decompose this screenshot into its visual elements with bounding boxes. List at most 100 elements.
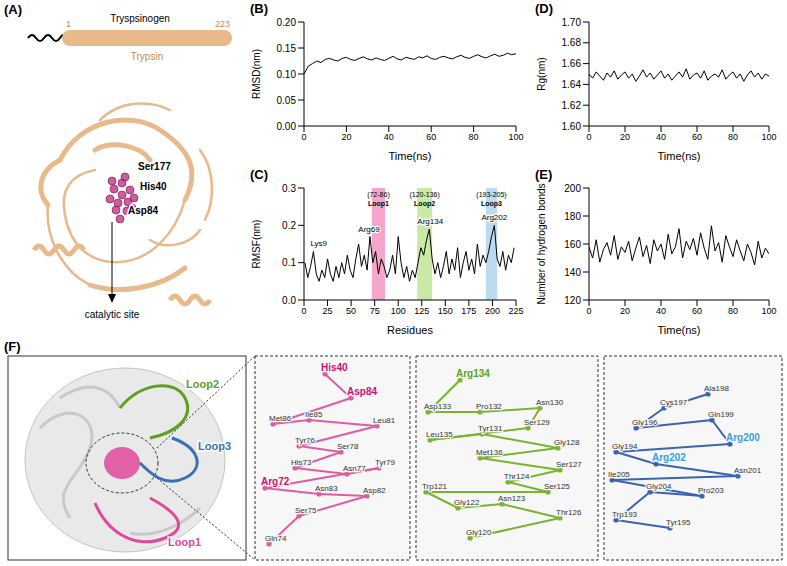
svg-text:Time(ns): Time(ns) [389, 150, 432, 162]
svg-text:Number of hydrogen bonds: Number of hydrogen bonds [536, 183, 547, 304]
svg-text:RMSF(nm): RMSF(nm) [251, 220, 262, 269]
svg-text:(120-136): (120-136) [409, 191, 439, 199]
svg-text:Tyr195: Tyr195 [666, 518, 691, 527]
svg-text:60: 60 [426, 132, 436, 142]
svg-text:120: 120 [564, 295, 581, 306]
svg-text:(F): (F) [4, 339, 21, 354]
svg-text:Asp84: Asp84 [128, 205, 158, 216]
svg-text:Arg202: Arg202 [652, 452, 686, 463]
svg-text:0.15: 0.15 [277, 43, 297, 54]
svg-text:40: 40 [384, 132, 394, 142]
svg-text:1.68: 1.68 [562, 37, 582, 48]
svg-text:Arg72: Arg72 [261, 476, 290, 487]
svg-text:1.62: 1.62 [562, 100, 582, 111]
svg-text:Cys197: Cys197 [660, 398, 688, 407]
svg-text:(193-205): (193-205) [476, 191, 506, 199]
svg-text:Gly194: Gly194 [612, 442, 638, 451]
svg-text:Asn83: Asn83 [315, 484, 338, 493]
svg-text:Ser75: Ser75 [295, 506, 317, 515]
svg-text:Gly120: Gly120 [466, 528, 492, 537]
svg-text:Lys9: Lys9 [310, 239, 327, 248]
svg-text:200: 200 [564, 183, 581, 194]
svg-text:140: 140 [564, 267, 581, 278]
svg-text:60: 60 [692, 132, 702, 142]
svg-text:Asp84: Asp84 [347, 386, 377, 397]
svg-text:75: 75 [370, 306, 380, 316]
svg-text:225: 225 [508, 306, 523, 316]
svg-text:Loop3: Loop3 [481, 200, 502, 208]
svg-text:0.00: 0.00 [277, 121, 297, 132]
svg-text:Time(ns): Time(ns) [658, 324, 701, 336]
svg-text:Met136: Met136 [476, 448, 503, 457]
svg-text:Asp133: Asp133 [424, 402, 452, 411]
svg-text:Gly204: Gly204 [646, 482, 672, 491]
svg-text:(72-86): (72-86) [367, 191, 390, 199]
svg-text:Ile205: Ile205 [608, 470, 630, 479]
svg-text:Tyr79: Tyr79 [375, 458, 396, 467]
svg-text:180: 180 [564, 211, 581, 222]
svg-text:Gln199: Gln199 [708, 410, 734, 419]
svg-text:0.1: 0.1 [282, 257, 296, 268]
svg-text:20: 20 [620, 132, 630, 142]
svg-text:25: 25 [323, 306, 333, 316]
svg-text:60: 60 [692, 306, 702, 316]
svg-text:Trp193: Trp193 [612, 510, 638, 519]
svg-text:223: 223 [215, 19, 230, 29]
svg-text:Trp121: Trp121 [422, 482, 448, 491]
svg-text:Residues: Residues [387, 324, 433, 336]
svg-text:0.10: 0.10 [277, 69, 297, 80]
svg-text:0: 0 [586, 132, 591, 142]
svg-text:100: 100 [508, 132, 523, 142]
svg-text:Asn201: Asn201 [734, 466, 762, 475]
svg-text:RMSD(nm): RMSD(nm) [251, 49, 262, 99]
svg-text:Ala198: Ala198 [704, 384, 729, 393]
svg-text:Gln74: Gln74 [265, 534, 287, 543]
svg-text:40: 40 [656, 132, 666, 142]
svg-text:Leu135: Leu135 [426, 430, 453, 439]
svg-text:20: 20 [620, 306, 630, 316]
svg-text:(A): (A) [4, 2, 22, 17]
svg-text:Leu81: Leu81 [373, 416, 396, 425]
svg-text:0: 0 [586, 306, 591, 316]
svg-text:Loop1: Loop1 [368, 200, 389, 208]
svg-text:20: 20 [341, 132, 351, 142]
svg-text:80: 80 [728, 306, 738, 316]
svg-text:Rg(nm): Rg(nm) [536, 57, 547, 90]
svg-text:175: 175 [461, 306, 476, 316]
svg-text:1.66: 1.66 [562, 58, 582, 69]
svg-text:Loop2: Loop2 [186, 378, 219, 390]
svg-text:His73: His73 [291, 458, 312, 467]
svg-text:1: 1 [66, 19, 71, 29]
svg-text:Ile85: Ile85 [305, 410, 323, 419]
svg-text:Gly196: Gly196 [632, 418, 658, 427]
svg-text:0: 0 [301, 306, 306, 316]
svg-text:125: 125 [414, 306, 429, 316]
svg-text:Arg202: Arg202 [481, 213, 507, 222]
svg-text:Tryspsinogen: Tryspsinogen [110, 13, 170, 24]
svg-text:Ser125: Ser125 [544, 482, 570, 491]
svg-text:80: 80 [728, 132, 738, 142]
svg-text:Loop1: Loop1 [168, 536, 201, 548]
svg-text:0.05: 0.05 [277, 95, 297, 106]
svg-text:200: 200 [485, 306, 500, 316]
svg-text:Arg69: Arg69 [358, 225, 380, 234]
svg-text:Time(ns): Time(ns) [658, 150, 701, 162]
svg-text:Arg134: Arg134 [417, 217, 443, 226]
svg-text:His40: His40 [321, 362, 348, 373]
svg-text:Asn130: Asn130 [536, 398, 564, 407]
svg-text:Arg200: Arg200 [726, 432, 760, 443]
svg-text:Loop2: Loop2 [414, 200, 435, 208]
svg-text:100: 100 [761, 132, 776, 142]
svg-text:Ser129: Ser129 [524, 418, 550, 427]
svg-text:Pro203: Pro203 [698, 486, 724, 495]
svg-text:1.60: 1.60 [562, 121, 582, 132]
svg-text:1.70: 1.70 [562, 17, 582, 28]
svg-text:150: 150 [438, 306, 453, 316]
svg-text:100: 100 [761, 306, 776, 316]
svg-text:0.0: 0.0 [282, 295, 296, 306]
svg-text:0: 0 [301, 132, 306, 142]
svg-text:0.20: 0.20 [277, 17, 297, 28]
svg-text:0.3: 0.3 [282, 183, 296, 194]
svg-text:Trypsin: Trypsin [131, 51, 163, 62]
svg-text:Thr124: Thr124 [504, 472, 530, 481]
